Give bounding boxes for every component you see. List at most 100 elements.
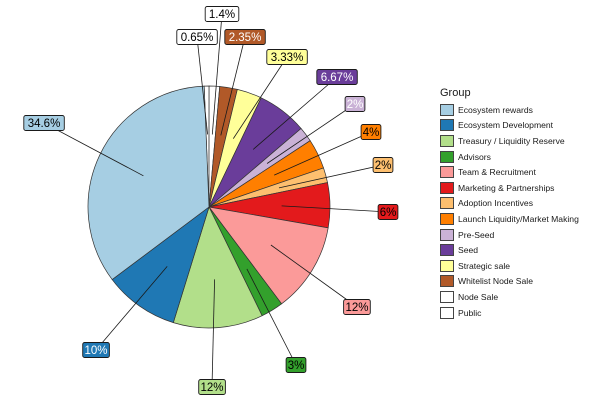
legend-label: Ecosystem rewards xyxy=(458,104,533,115)
data-label: 6.67% xyxy=(316,69,358,85)
legend-label: Advisors xyxy=(458,151,491,162)
data-label: 3% xyxy=(285,357,307,373)
legend-swatch xyxy=(440,103,454,116)
data-label: 12% xyxy=(343,299,371,315)
data-label-box xyxy=(343,299,371,315)
legend-label: Marketing & Partnerships xyxy=(458,182,555,193)
legend-item: Whitelist Node Sale xyxy=(440,274,600,290)
data-label-box xyxy=(372,157,394,173)
data-label-text: 34.6% xyxy=(28,118,61,130)
legend-swatch xyxy=(440,166,454,179)
legend-item: Launch Liquidity/Market Making xyxy=(440,211,600,227)
data-label-text: 0.65% xyxy=(181,32,214,44)
leader-line xyxy=(220,36,246,136)
legend-label: Strategic sale xyxy=(458,260,511,271)
legend-label: Node Sale xyxy=(458,291,499,302)
legend-swatch xyxy=(440,197,454,210)
data-label-text: 6% xyxy=(380,207,397,219)
leader-line xyxy=(211,13,223,135)
legend-swatch xyxy=(440,150,454,163)
data-label: 2% xyxy=(344,96,366,112)
leader-line xyxy=(252,76,338,150)
legend-label: Team & Recruitment xyxy=(458,167,536,178)
data-label-box xyxy=(82,342,110,358)
data-label-box xyxy=(377,204,399,220)
legend-item: Strategic sale xyxy=(440,258,600,274)
legend-label: Ecosystem Development xyxy=(458,120,554,131)
data-label: 6% xyxy=(377,204,399,220)
data-label: 3.33% xyxy=(266,49,308,65)
data-label: 34.6% xyxy=(23,115,65,131)
leader-line xyxy=(281,205,389,213)
data-label: 2.35% xyxy=(224,29,266,45)
legend-item: Treasury / Liquidity Reserve xyxy=(440,133,600,149)
legend: Group Ecosystem rewards Ecosystem Develop… xyxy=(440,86,600,320)
legend-title: Group xyxy=(440,87,471,99)
data-label-box xyxy=(344,96,366,112)
data-label-text: 4% xyxy=(363,127,380,139)
data-label-text: 12% xyxy=(345,302,368,314)
legend-label: Pre-Seed xyxy=(458,229,495,240)
legend-label: Launch Liquidity/Market Making xyxy=(458,213,579,224)
legend-swatch xyxy=(440,244,454,257)
legend-item: Marketing & Partnerships xyxy=(440,180,600,196)
legend-item: Node Sale xyxy=(440,289,600,305)
data-label-box xyxy=(23,115,65,131)
data-label-text: 2% xyxy=(347,99,364,111)
data-label: 12% xyxy=(198,379,226,395)
legend-swatch xyxy=(440,228,454,241)
legend-items: Ecosystem rewards Ecosystem Development Tr… xyxy=(440,102,600,320)
data-label-text: 6.67% xyxy=(321,72,354,84)
data-label-box xyxy=(316,69,358,85)
legend-label: Whitelist Node Sale xyxy=(458,276,533,287)
data-label-box xyxy=(285,357,307,373)
legend-swatch xyxy=(440,259,454,272)
pie-slice-treasury-liquidity-reserve xyxy=(172,206,263,329)
data-label-text: 3.33% xyxy=(271,52,304,64)
data-label-box xyxy=(176,29,218,45)
data-label: 2% xyxy=(372,157,394,173)
legend-label: Public xyxy=(458,307,482,318)
leader-line xyxy=(266,103,356,164)
data-label-box xyxy=(204,6,240,22)
data-label-text: 2% xyxy=(375,160,392,172)
leader-line xyxy=(43,122,144,177)
legend-item: Seed xyxy=(440,242,600,258)
legend-item: Advisors xyxy=(440,149,600,165)
data-label: 4% xyxy=(360,124,382,140)
legend-label: Seed xyxy=(458,245,479,256)
pie-slice-ecosystem-development xyxy=(111,206,210,324)
legend-item: Ecosystem rewards xyxy=(440,102,600,118)
data-label-text: 3% xyxy=(288,360,305,372)
legend-item: Ecosystem Development xyxy=(440,118,600,134)
data-label-text: 12% xyxy=(200,382,223,394)
leader-line xyxy=(246,268,297,366)
pie-slice-ecosystem-rewards xyxy=(87,85,210,281)
leader-line xyxy=(232,56,288,139)
data-label: 0.65% xyxy=(176,29,218,45)
legend-item: Public xyxy=(440,305,600,321)
legend-swatch xyxy=(440,134,454,147)
leader-line xyxy=(196,36,208,135)
leader-line xyxy=(270,244,358,308)
legend-swatch xyxy=(440,275,454,288)
data-label-text: 1.4% xyxy=(209,9,235,21)
legend-label: Adoption Incentives xyxy=(458,198,534,209)
leader-line xyxy=(274,131,372,176)
data-label: 10% xyxy=(82,342,110,358)
data-labels: 0.65% 1.4% 2.35% 3.33% 6.67% 2% 4% 2% 6% 12% 3% 12%… xyxy=(23,6,399,395)
leader-line xyxy=(95,266,168,351)
pie-slice-team-recruitment xyxy=(208,206,329,305)
legend-item: Team & Recruitment xyxy=(440,164,600,180)
data-label-box xyxy=(360,124,382,140)
legend-swatch xyxy=(440,119,454,132)
data-label-box xyxy=(224,29,266,45)
leader-line xyxy=(211,279,215,388)
legend-label: Treasury / Liquidity Reserve xyxy=(458,135,565,146)
legend-swatch xyxy=(440,290,454,303)
data-label-box xyxy=(266,49,308,65)
legend-swatch xyxy=(440,181,454,194)
legend-item: Pre-Seed xyxy=(440,227,600,243)
legend-swatch xyxy=(440,306,454,319)
